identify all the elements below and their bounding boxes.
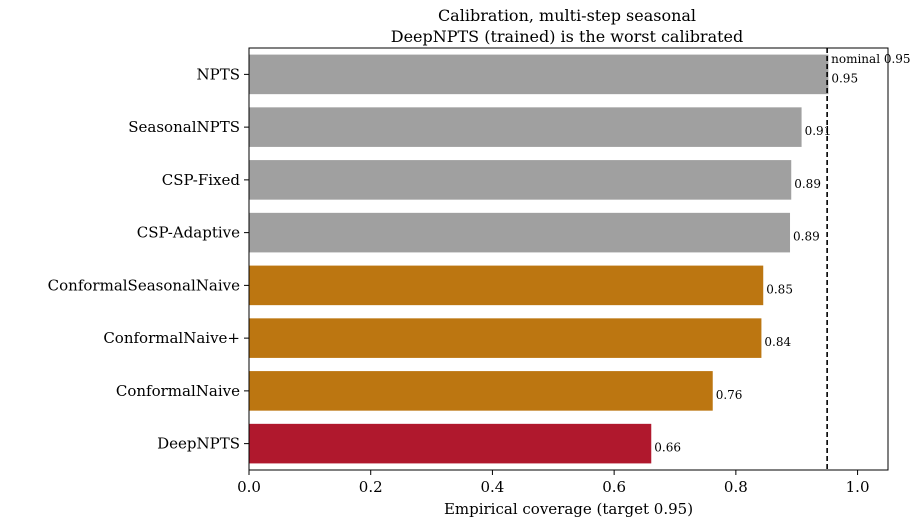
y-tick-label: ConformalNaive+: [103, 329, 240, 347]
bar-conformalnaive-: [249, 318, 762, 358]
x-tick-label: 0.2: [359, 478, 383, 496]
value-label: 0.95: [831, 71, 858, 85]
value-label: 0.84: [764, 335, 791, 349]
value-label: 0.89: [794, 177, 821, 191]
bar-csp-adaptive: [249, 212, 791, 253]
chart-subtitle: DeepNPTS (trained) is the worst calibrat…: [391, 27, 744, 46]
x-axis: 0.0 0.2 0.4 0.6 0.8 1.0: [237, 470, 870, 496]
value-label: 0.91: [805, 124, 832, 138]
bar-deepnpts: [249, 423, 652, 464]
bar-conformalnaive: [249, 371, 713, 411]
bar-seasonalnpts: [249, 107, 802, 147]
x-tick-label: 1.0: [846, 478, 870, 496]
nominal-reference-label: nominal 0.95: [831, 52, 910, 66]
y-tick-label: CSP-Adaptive: [137, 224, 240, 242]
x-tick-label: 0.6: [602, 478, 626, 496]
y-tick-label: CSP-Fixed: [162, 171, 241, 189]
x-axis-label: Empirical coverage (target 0.95): [444, 500, 693, 518]
x-tick-label: 0.4: [480, 478, 504, 496]
bar-conformalseasonalnaive: [249, 265, 764, 306]
y-tick-label: DeepNPTS: [157, 435, 240, 453]
value-label: 0.85: [766, 282, 793, 296]
y-tick-label: ConformalSeasonalNaive: [48, 276, 240, 294]
labels-group: 0.95 0.91 0.89 0.89 0.85 0.84 0.76 0.66: [654, 71, 858, 454]
y-tick-label: SeasonalNPTS: [128, 118, 240, 136]
y-axis: NPTS SeasonalNPTS CSP-Fixed CSP-Adaptive Con…: [48, 65, 249, 453]
y-tick-label: NPTS: [197, 65, 241, 83]
value-label: 0.89: [793, 230, 820, 244]
chart-title: Calibration, multi-step seasonal: [438, 6, 696, 25]
plot-frame: [248, 47, 889, 471]
value-label: 0.76: [716, 388, 743, 402]
bars-group: [249, 54, 829, 464]
value-label: 0.66: [654, 441, 681, 455]
x-tick-label: 0.8: [724, 478, 748, 496]
bar-csp-fixed: [249, 160, 792, 200]
x-tick-label: 0.0: [237, 478, 261, 496]
y-tick-label: ConformalNaive: [116, 382, 240, 400]
bar-npts: [249, 54, 829, 95]
